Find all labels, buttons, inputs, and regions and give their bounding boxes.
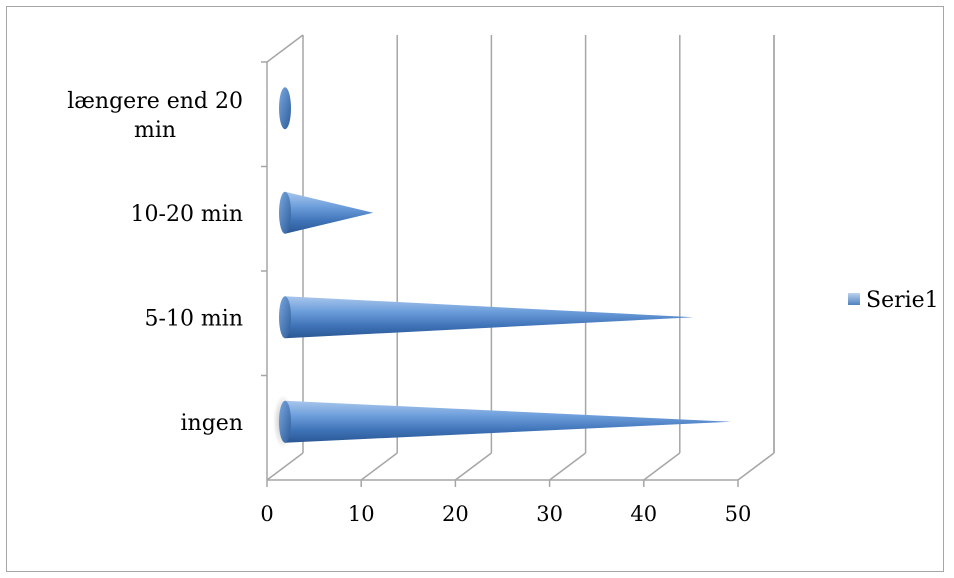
y-category-label: 5-10 min <box>145 306 243 331</box>
y-category-label: længere end 20 <box>67 89 243 114</box>
x-tick-label: 30 <box>536 502 563 526</box>
cone-base <box>279 296 291 339</box>
y-category-label: min <box>134 118 176 143</box>
gridline-floor <box>266 452 304 481</box>
legend: Serie1 <box>848 288 939 313</box>
cone-base <box>279 87 291 130</box>
x-tick-label: 50 <box>725 502 752 526</box>
cone-bar <box>285 296 694 339</box>
legend-swatch <box>848 293 860 305</box>
gridline-floor <box>549 452 587 481</box>
x-tick-label: 40 <box>630 502 657 526</box>
legend-label: Serie1 <box>866 288 939 313</box>
gridline-floor <box>737 452 775 481</box>
gridline-floor <box>454 452 492 481</box>
y-axis-top-diagonal <box>266 34 304 63</box>
cone-base <box>279 400 291 443</box>
cone-bar <box>285 400 732 443</box>
x-tick-label: 10 <box>348 502 375 526</box>
x-tick-label: 0 <box>260 502 273 526</box>
y-category-label: 10-20 min <box>131 202 243 227</box>
grid-layer <box>261 34 775 487</box>
gridline-floor <box>360 452 398 481</box>
bars-layer <box>273 87 732 449</box>
y-category-label: ingen <box>181 411 243 436</box>
labels-layer: 0 10 20 30 40 50 ingen 5-10 min 10-20 min længere… <box>67 89 751 526</box>
x-tick-label: 20 <box>442 502 469 526</box>
cone-base <box>279 191 291 234</box>
cone-bar <box>285 191 374 234</box>
chart-frame <box>6 6 944 572</box>
gridline-floor <box>643 452 681 481</box>
